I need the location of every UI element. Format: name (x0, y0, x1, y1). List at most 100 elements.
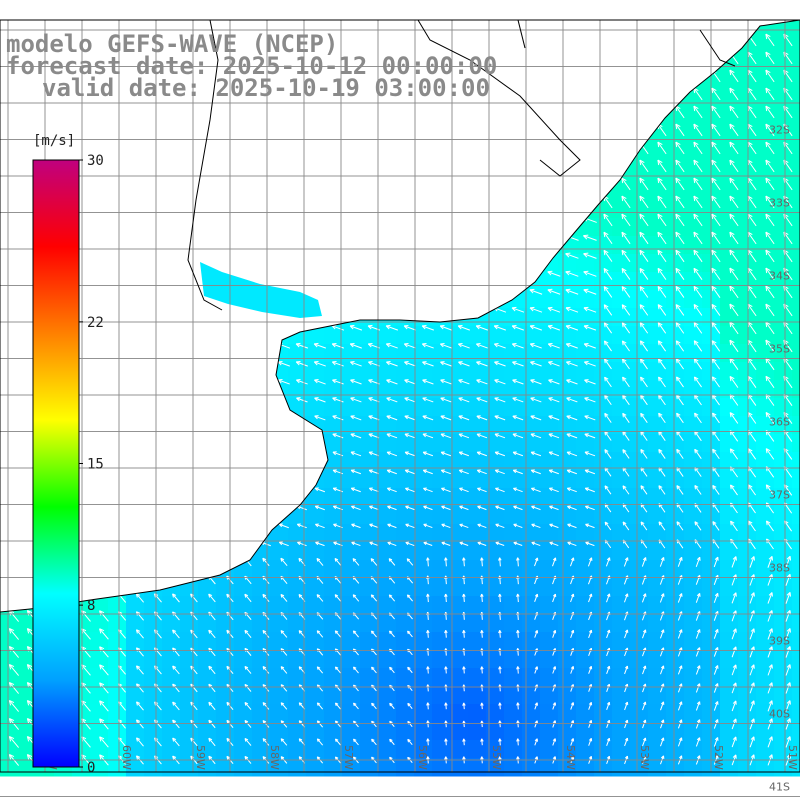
wind-arrow (566, 379, 578, 385)
wind-arrow (351, 523, 361, 529)
wind-arrow (334, 558, 342, 566)
wind-arrow (316, 702, 324, 710)
wind-arrow (315, 541, 325, 547)
wind-arrow (351, 541, 361, 547)
wind-arrow (552, 629, 557, 638)
wind-arrow (534, 666, 539, 674)
wind-arrow (677, 737, 683, 747)
wind-arrow (172, 593, 180, 603)
wind-arrow (765, 123, 775, 137)
wind-arrow (530, 379, 542, 385)
wind-arrow (422, 433, 434, 439)
wind-arrow (407, 630, 413, 638)
wind-arrow (480, 666, 484, 674)
wind-arrow (513, 487, 523, 493)
wind-arrow (208, 737, 216, 747)
wind-arrow (334, 630, 342, 638)
wind-arrow (605, 557, 611, 567)
wind-arrow (426, 738, 430, 746)
coastline (0, 19, 800, 613)
wind-arrow (208, 665, 216, 675)
wind-arrow (713, 556, 719, 568)
wind-arrow (386, 487, 397, 493)
wind-arrow (785, 628, 791, 640)
wind-arrow (693, 340, 703, 352)
wind-arrow (640, 521, 648, 531)
wind-arrow (624, 701, 629, 711)
wind-arrow (693, 105, 703, 119)
wind-arrow (316, 630, 324, 638)
wind-arrow (531, 487, 541, 493)
wind-arrow (529, 288, 543, 295)
lon-label: 59W (194, 745, 207, 770)
wind-arrow (422, 379, 434, 385)
wind-arrow (332, 397, 344, 403)
colorbar-tick-label: 22 (87, 315, 104, 331)
wind-arrow (675, 322, 685, 334)
wind-arrow (621, 177, 631, 191)
wind-arrow (477, 487, 487, 493)
wind-arrow (295, 342, 309, 349)
wind-arrow (566, 469, 578, 475)
wind-arrow (749, 682, 755, 694)
wind-arrow (334, 666, 341, 674)
wind-arrow (675, 123, 685, 137)
wind-arrow (547, 288, 561, 295)
wind-arrow (785, 646, 791, 658)
wind-arrow (711, 177, 721, 191)
wind-arrow (530, 451, 542, 457)
wind-arrow (785, 664, 791, 676)
wind-arrow (516, 738, 520, 746)
wind-arrow (621, 304, 631, 316)
wind-arrow (606, 701, 611, 710)
wind-arrow (349, 342, 362, 349)
wind-arrow (549, 541, 559, 547)
wind-arrow (388, 594, 396, 602)
wind-arrow (404, 433, 416, 439)
wind-arrow (476, 433, 488, 439)
wind-arrow (368, 415, 380, 421)
wind-arrow (495, 487, 505, 493)
wind-arrow (694, 485, 702, 495)
wind-arrow (99, 628, 109, 640)
wind-arrow (658, 521, 666, 531)
wind-arrow (426, 557, 430, 567)
colorbar-gradient (32, 159, 80, 768)
wind-arrow (584, 469, 596, 475)
wind-arrow (693, 322, 703, 334)
wind-arrow (640, 394, 648, 406)
wind-arrow (476, 379, 488, 385)
wind-arrow (208, 629, 216, 639)
wind-arrow (603, 340, 612, 352)
wind-arrow (385, 342, 398, 349)
wind-arrow (657, 267, 667, 280)
wind-arrow (657, 159, 667, 173)
wind-arrow (567, 541, 577, 547)
wind-arrow (583, 361, 596, 367)
wind-arrow (711, 123, 721, 137)
wind-arrow (350, 469, 362, 475)
wind-arrow (387, 523, 397, 529)
wind-arrow (658, 485, 666, 495)
wind-arrow (676, 412, 684, 424)
wind-arrow (785, 555, 792, 568)
wind-arrow (350, 379, 362, 385)
wind-arrow (462, 557, 466, 567)
wind-arrow (407, 666, 413, 674)
wind-arrow (458, 361, 470, 367)
wind-arrow (172, 629, 180, 639)
wind-arrow (386, 379, 398, 385)
wind-arrow (621, 231, 631, 245)
wind-arrow (765, 448, 775, 460)
wind-arrow (334, 594, 342, 602)
wind-arrow (659, 629, 665, 639)
lat-label: 37S (769, 489, 790, 502)
wind-arrow (422, 469, 433, 475)
wind-arrow (621, 268, 631, 280)
wind-arrow (583, 306, 597, 313)
wind-arrow (404, 451, 416, 457)
wind-arrow (677, 683, 683, 693)
wind-arrow (262, 738, 270, 746)
wind-arrow (765, 303, 775, 317)
wind-arrow (693, 177, 703, 191)
